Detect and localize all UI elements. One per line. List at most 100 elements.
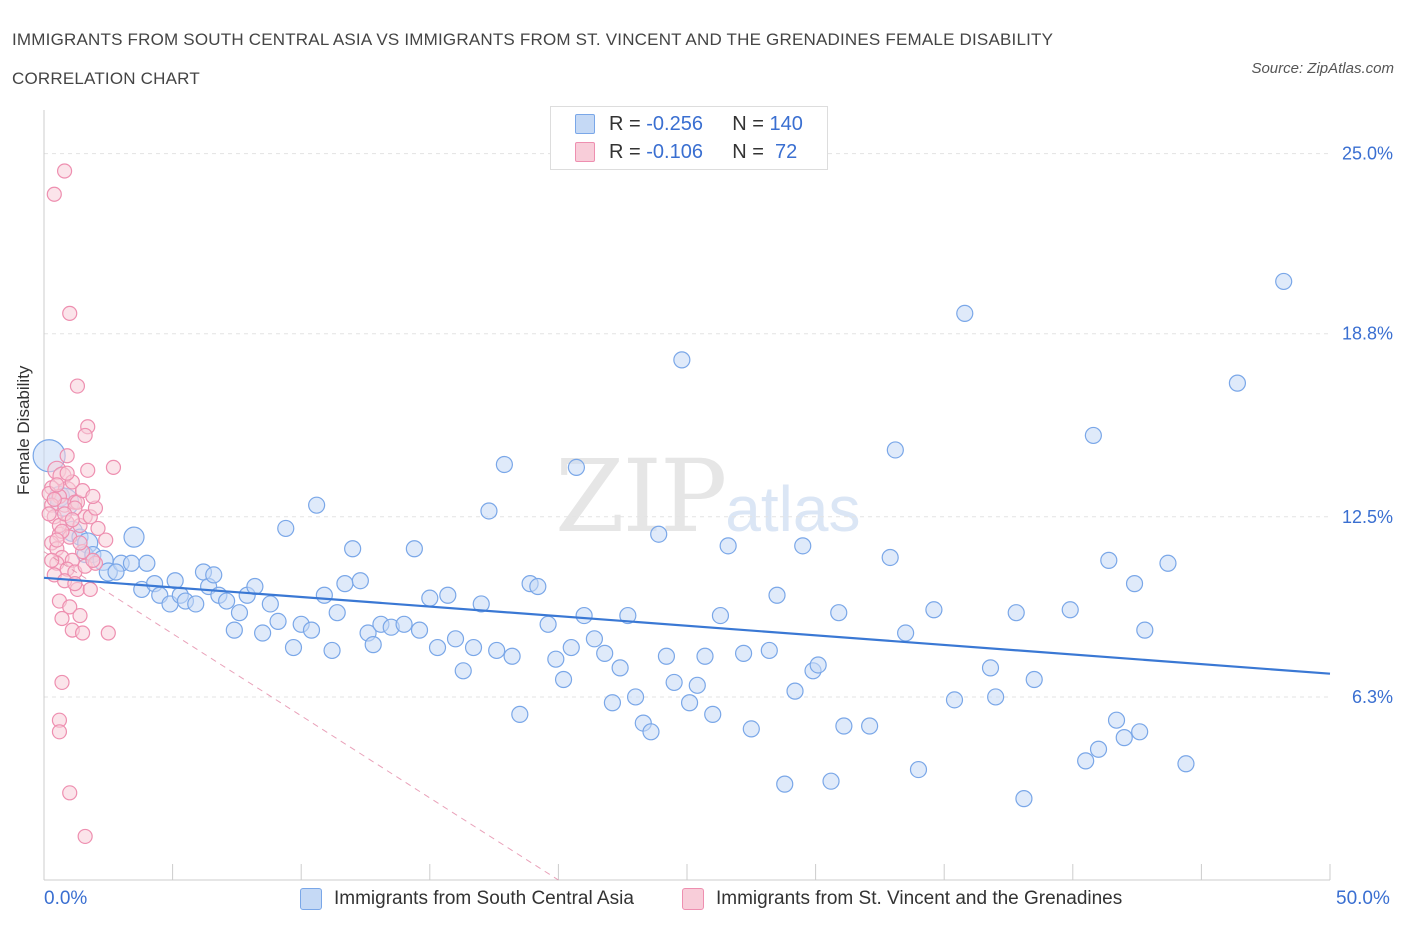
watermark-zip: ZIP [555, 438, 727, 555]
point-south-central-asia [1125, 575, 1144, 593]
point-south-central-asia [284, 638, 303, 657]
legend-item-label: Immigrants from St. Vincent and the Gren… [716, 888, 1123, 909]
point-st-vincent [90, 520, 106, 537]
point-south-central-asia [480, 502, 498, 520]
point-st-vincent [77, 828, 93, 845]
legend-swatch-pink [575, 142, 595, 162]
point-south-central-asia [554, 670, 573, 689]
point-south-central-asia [1107, 711, 1126, 729]
point-south-central-asia [364, 636, 382, 654]
point-st-vincent [105, 459, 122, 475]
point-south-central-asia [861, 717, 879, 735]
y-tick-label: 25.0% [1342, 144, 1393, 164]
point-st-vincent [62, 599, 78, 615]
point-south-central-asia [611, 659, 629, 677]
watermark-atlas: atlas [725, 473, 861, 545]
point-south-central-asia [428, 638, 447, 657]
point-south-central-asia [1177, 755, 1195, 773]
watermark: ZIPatlas [555, 438, 860, 555]
legend-row-st-vincent: R = -0.106 N = 72 [575, 139, 797, 165]
point-st-vincent [59, 465, 75, 481]
point-st-vincent [62, 785, 78, 801]
point-st-vincent [100, 625, 116, 641]
point-south-central-asia [488, 641, 506, 660]
point-south-central-asia [225, 621, 243, 639]
point-south-central-asia [308, 496, 326, 514]
point-south-central-asia [503, 647, 521, 665]
point-st-vincent [85, 552, 101, 568]
point-south-central-asia [254, 624, 272, 642]
point-st-vincent [62, 305, 78, 321]
point-south-central-asia [1089, 740, 1108, 758]
point-south-central-asia [410, 621, 429, 639]
point-st-vincent [54, 674, 70, 691]
point-south-central-asia [696, 647, 714, 665]
point-south-central-asia [323, 641, 341, 660]
correlation-legend: R = -0.256 N = 140 R = -0.106 N = 72 [550, 106, 828, 170]
point-south-central-asia [1061, 601, 1079, 619]
point-south-central-asia [596, 644, 614, 662]
legend-n-value: 72 [769, 140, 798, 163]
point-south-central-asia [1115, 729, 1133, 747]
point-south-central-asia [107, 563, 125, 581]
point-south-central-asia [446, 630, 465, 648]
point-south-central-asia [562, 638, 580, 657]
point-st-vincent [64, 512, 80, 528]
point-south-central-asia [809, 656, 827, 674]
point-south-central-asia [657, 647, 676, 665]
point-south-central-asia [945, 691, 964, 709]
chart-title: IMMIGRANTS FROM SOUTH CENTRAL ASIA VS IM… [12, 30, 1053, 88]
point-st-vincent [44, 552, 60, 568]
y-tick-label: 12.5% [1342, 507, 1393, 527]
point-south-central-asia [987, 688, 1005, 706]
point-south-central-asia [886, 441, 904, 459]
point-south-central-asia [567, 458, 586, 476]
point-south-central-asia [680, 694, 699, 712]
point-south-central-asia [395, 615, 413, 633]
source-label: Source: ZipAtlas.com [1251, 60, 1394, 77]
point-south-central-asia [277, 519, 295, 538]
point-south-central-asia [575, 606, 593, 625]
point-south-central-asia [1159, 554, 1177, 572]
point-south-central-asia [981, 659, 1000, 677]
y-tick-label: 6.3% [1352, 687, 1393, 707]
point-south-central-asia [704, 705, 722, 723]
point-south-central-asia [585, 630, 604, 648]
point-south-central-asia [665, 673, 683, 692]
point-south-central-asia [1228, 374, 1247, 392]
legend-r-label: R = [609, 140, 647, 163]
point-south-central-asia [261, 595, 279, 613]
point-south-central-asia [454, 662, 472, 680]
point-south-central-asia [1136, 621, 1154, 639]
point-south-central-asia [539, 615, 557, 633]
point-st-vincent [54, 610, 70, 627]
point-south-central-asia [1131, 723, 1149, 741]
point-south-central-asia [187, 595, 205, 613]
point-south-central-asia [315, 586, 333, 604]
y-tick-label: 18.8% [1342, 324, 1393, 344]
point-south-central-asia [925, 601, 943, 619]
point-south-central-asia [909, 760, 928, 779]
point-south-central-asia [786, 682, 804, 700]
point-south-central-asia [123, 526, 145, 548]
point-south-central-asia [897, 624, 915, 642]
point-south-central-asia [1025, 670, 1043, 689]
point-south-central-asia [673, 351, 691, 369]
point-south-central-asia [642, 723, 660, 741]
point-south-central-asia [1077, 752, 1095, 770]
legend-r-label: R = [609, 112, 647, 135]
legend-row-south-central-asia: R = -0.256 N = 140 [575, 111, 803, 137]
point-st-vincent [82, 581, 98, 598]
point-south-central-asia [956, 304, 974, 322]
point-south-central-asia [205, 566, 223, 584]
point-st-vincent [49, 477, 65, 493]
legend-r-value: -0.106 [646, 140, 703, 163]
point-south-central-asia [495, 455, 513, 474]
point-st-vincent [41, 506, 57, 522]
point-st-vincent [74, 625, 91, 641]
point-south-central-asia [688, 676, 706, 694]
point-st-vincent [49, 532, 65, 548]
point-st-vincent [72, 535, 88, 551]
point-south-central-asia [1015, 790, 1033, 808]
point-south-central-asia [760, 641, 778, 660]
